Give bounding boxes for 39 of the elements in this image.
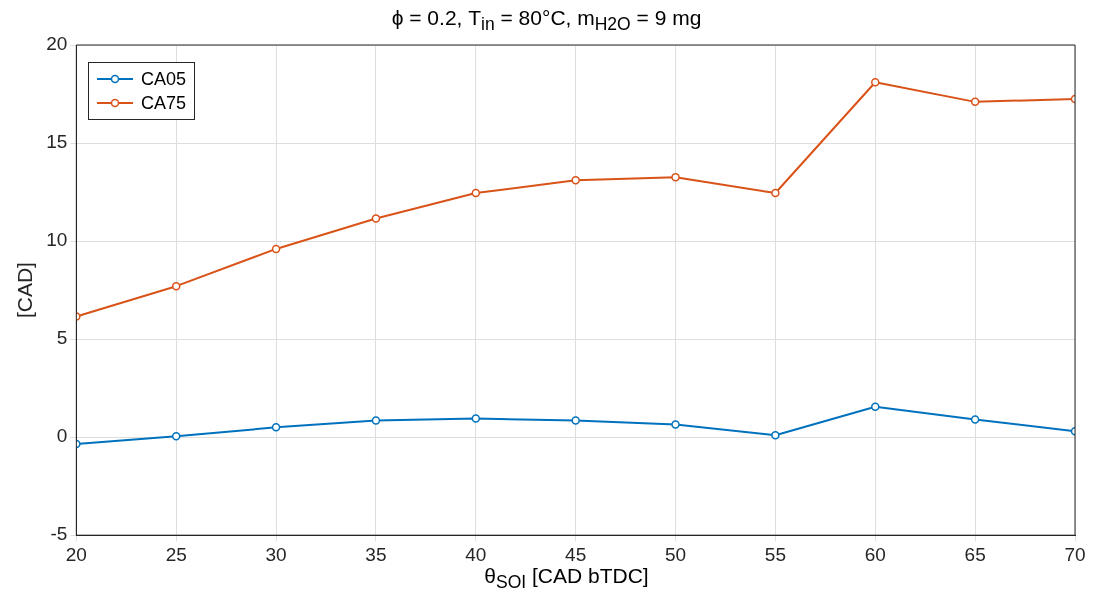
x-tick-label: 30 [265, 543, 287, 565]
y-tick-label: 5 [56, 327, 68, 349]
point [171, 281, 181, 291]
point [271, 423, 281, 432]
x-axis-title: θ$_{SOI}$ [CAD bTDC] [483, 564, 650, 594]
point [371, 214, 381, 223]
x-tick-label: 65 [964, 543, 986, 565]
chart-title: ϕ = 0.2, T$_{in}$ = 80°C, m$_{H2O}$ = 9 mg [390, 6, 703, 36]
legend-label: CA75 [141, 92, 187, 115]
x-tick-label: 55 [764, 543, 786, 565]
x-tick-label: 35 [365, 543, 387, 565]
x-tick-label: 50 [664, 543, 687, 565]
y-tick-label: -5 [50, 523, 68, 545]
point [871, 402, 880, 412]
y-axis-title: [CAD] [13, 262, 37, 319]
x-tick-label: 45 [565, 543, 587, 565]
point [271, 244, 281, 254]
y-tick-label: 20 [46, 33, 68, 55]
point [970, 97, 980, 107]
point [571, 176, 580, 185]
point [771, 188, 780, 198]
legend-label: CA05 [141, 68, 187, 91]
y-tick-label: 15 [46, 131, 68, 153]
point [171, 431, 181, 441]
point [871, 78, 880, 87]
x-tick-label: 40 [465, 543, 487, 565]
y-tick-label: 10 [46, 229, 68, 251]
x-tick-label: 25 [165, 543, 187, 565]
point [571, 416, 580, 425]
point [671, 420, 680, 429]
point [471, 414, 481, 423]
x-tick-label: 60 [864, 543, 886, 565]
point [671, 173, 680, 182]
point [471, 188, 481, 198]
x-tick-label: 70 [1064, 543, 1086, 565]
y-tick-label: 0 [56, 425, 68, 447]
point [771, 430, 780, 440]
point [371, 416, 381, 425]
point [970, 415, 980, 424]
